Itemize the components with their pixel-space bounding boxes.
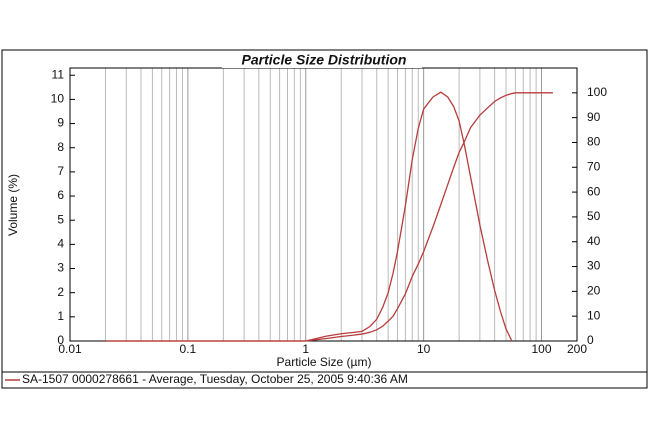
y2-tick-label: 90	[587, 110, 601, 124]
y2-tick-label: 70	[587, 159, 601, 173]
x-tick-label: 200	[567, 342, 587, 356]
y-tick-label: 11	[52, 67, 65, 81]
y-tick-label: 4	[57, 237, 64, 251]
legend-label: SA-1507 0000278661 - Average, Tuesday, O…	[22, 372, 408, 386]
y2-tick-label: 60	[587, 184, 601, 198]
y-tick-label: 7	[57, 164, 64, 178]
x-tick-label: 100	[531, 342, 551, 356]
y-tick-label: 0	[57, 333, 64, 347]
series-line	[105, 91, 513, 342]
y-tick-label: 3	[57, 261, 64, 275]
y2-tick-label: 100	[587, 85, 607, 99]
y-tick-label: 5	[57, 212, 64, 226]
x-tick-label: 1	[302, 342, 309, 356]
y-tick-label: 9	[57, 116, 64, 130]
chart-title: Particle Size Distribution	[242, 52, 407, 68]
plot-area	[69, 67, 578, 342]
x-tick-label: 0.01	[58, 342, 82, 356]
x-axis-label: Particle Size (µm)	[277, 355, 372, 369]
y2-tick-label: 30	[587, 259, 601, 273]
y2-tick-label: 20	[587, 284, 601, 298]
y2-tick-label: 40	[587, 234, 601, 248]
y2-tick-label: 0	[587, 333, 594, 347]
y2-tick-label: 50	[587, 209, 601, 223]
y-tick-label: 6	[57, 188, 64, 202]
y-tick-label: 10	[51, 92, 65, 106]
x-tick-label: 10	[417, 342, 431, 356]
series-line	[105, 92, 553, 342]
frame	[1, 49, 648, 389]
y-axis-label: Volume (%)	[6, 174, 20, 236]
y-tick-label: 1	[57, 309, 64, 323]
grid	[69, 68, 578, 341]
title-box	[222, 52, 422, 68]
y-tick-label: 8	[57, 140, 64, 154]
y-tick-label: 2	[57, 285, 64, 299]
y2-tick-label: 10	[587, 308, 601, 322]
y2-tick-label: 80	[587, 135, 601, 149]
x-tick-label: 0.1	[180, 342, 197, 356]
